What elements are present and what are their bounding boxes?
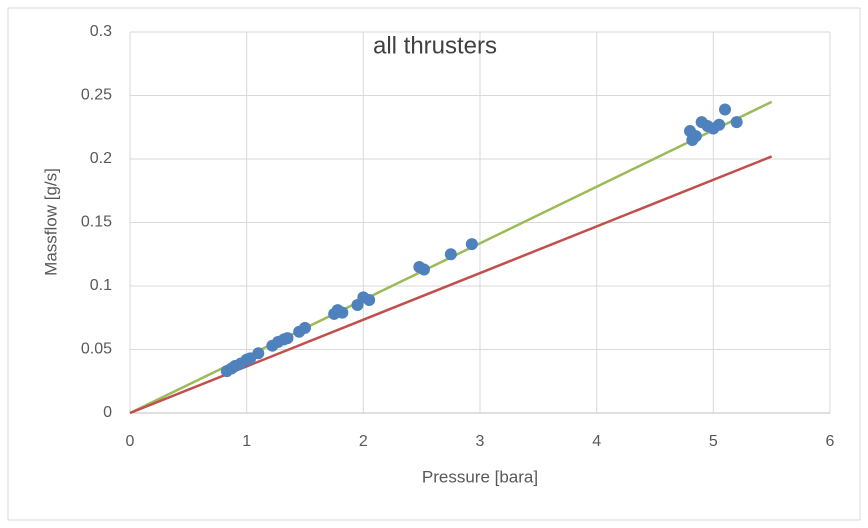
data-point [299,321,311,334]
data-point [719,103,731,116]
y-tick-label: 0.05 [81,341,112,358]
x-tick-label: 4 [592,433,601,450]
data-point [336,306,349,319]
y-tick-label: 0.2 [90,150,112,167]
chart-border [7,7,861,521]
y-tick-label: 0.3 [90,23,112,40]
chart-title: all thrusters [373,32,497,59]
data-point [418,263,430,276]
x-tick-label: 1 [242,433,251,450]
x-tick-label: 2 [359,433,368,450]
x-tick-label: 5 [709,433,718,450]
y-tick-label: 0.15 [81,214,112,231]
y-tick-label: 0.25 [81,87,112,104]
data-point [363,293,376,306]
y-tick-label: 0 [103,404,112,421]
x-tick-label: 6 [826,433,835,450]
data-point [465,238,478,251]
data-point [252,347,265,360]
x-axis-title: Pressure [bara] [422,467,538,486]
data-point [713,118,726,131]
data-point [730,116,743,129]
x-tick-label: 0 [126,433,135,450]
y-axis-title: Massflow [g/s] [41,168,60,276]
grid [129,31,831,414]
x-tick-label: 3 [476,433,485,450]
data-point [281,332,294,345]
y-tick-label: 0.1 [90,277,112,294]
marks [129,100,773,415]
data-point [444,248,457,261]
data-point [689,130,702,143]
